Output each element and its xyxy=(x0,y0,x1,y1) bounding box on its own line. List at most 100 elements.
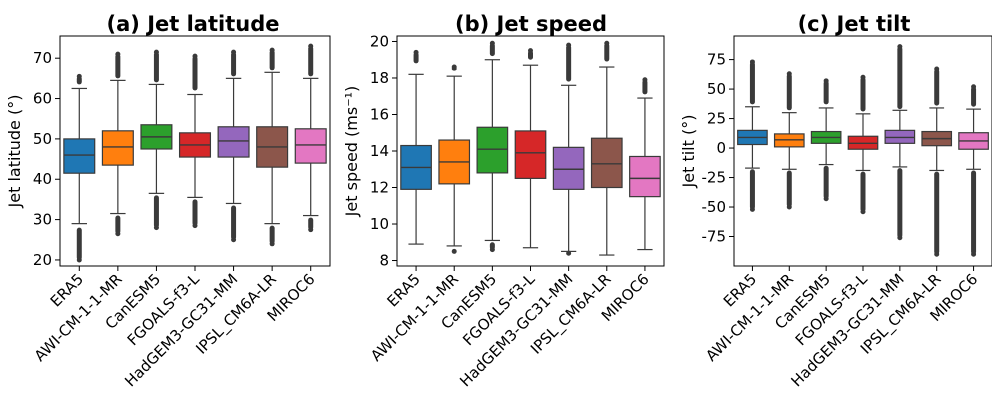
outlier-high-point xyxy=(566,42,572,48)
plot-frame xyxy=(59,35,331,267)
outlier-low-run xyxy=(231,205,237,240)
outlier-low-point xyxy=(934,251,940,257)
y-tick-label: 50 xyxy=(707,80,726,98)
iqr-box xyxy=(476,126,509,174)
outlier-low-run xyxy=(749,169,755,210)
outlier-high-run xyxy=(823,80,829,105)
outlier-high-run xyxy=(153,52,159,83)
iqr-box xyxy=(217,126,250,158)
outlier-low-run xyxy=(192,199,198,226)
box-fgoals-f3-l xyxy=(514,48,547,249)
outlier-low-point xyxy=(231,237,237,243)
box-fgoals-f3-l xyxy=(847,74,879,215)
box-hadgem3-gc31-mm xyxy=(217,49,250,243)
outlier-low-run xyxy=(115,215,121,234)
y-tick-label: 0 xyxy=(716,139,726,157)
plot-frame xyxy=(733,35,992,267)
y-tick-label: 75 xyxy=(707,51,726,69)
outlier-high-run xyxy=(308,46,314,77)
iqr-box xyxy=(590,137,623,189)
outlier-low-point xyxy=(860,209,866,215)
outlier-low-point xyxy=(823,196,829,202)
y-tick-label: 16 xyxy=(370,105,389,123)
outlier-high-run xyxy=(749,61,755,105)
outlier-high-point xyxy=(115,51,121,57)
box-hadgem3-gc31-mm xyxy=(552,42,585,256)
outlier-low-run xyxy=(823,165,829,199)
outlier-high-run xyxy=(860,77,866,112)
iqr-box xyxy=(629,155,661,198)
outlier-high-run xyxy=(566,45,572,82)
outlier-low-point xyxy=(786,204,792,210)
outlier-high-run xyxy=(115,54,121,79)
y-tick-label: 60 xyxy=(33,90,52,108)
y-tick-label: -50 xyxy=(702,198,727,216)
outlier-low-point xyxy=(115,231,121,237)
panel-title: (a) Jet latitude xyxy=(107,12,280,36)
y-tick-label: 25 xyxy=(707,110,726,128)
outlier-low-point xyxy=(749,206,755,212)
outlier-low-point xyxy=(566,250,572,256)
iqr-box xyxy=(514,130,547,179)
outlier-high-run xyxy=(642,79,648,95)
y-tick-label: 40 xyxy=(33,170,52,188)
outlier-high-run xyxy=(786,73,792,111)
panel-2: (b) Jet speed Jet speed (ms⁻¹) 8 10 12 14 16 18… xyxy=(342,12,665,390)
panel-title: (b) Jet speed xyxy=(455,12,607,36)
outlier-high-run xyxy=(934,69,940,106)
y-tick-label: 14 xyxy=(370,142,389,160)
outlier-low-run xyxy=(860,171,866,212)
outlier-high-point xyxy=(971,84,977,90)
outlier-high-point xyxy=(76,73,82,79)
outlier-high-run xyxy=(269,50,275,71)
box-fgoals-f3-l xyxy=(178,53,212,229)
outlier-low-point xyxy=(269,241,275,247)
y-axis-label: Jet speed (ms⁻¹) xyxy=(342,86,361,218)
outlier-high-point xyxy=(528,48,533,54)
box-canesm5 xyxy=(476,40,509,253)
outlier-low-point xyxy=(489,247,495,253)
iqr-box xyxy=(552,146,585,190)
outlier-low-run xyxy=(153,195,159,228)
outlier-high-point xyxy=(823,78,829,84)
outlier-high-point xyxy=(451,64,457,70)
outlier-high-point xyxy=(860,74,866,80)
iqr-box xyxy=(101,130,134,166)
box-era5 xyxy=(63,73,96,263)
outlier-low-point xyxy=(308,227,314,233)
y-tick-label: 18 xyxy=(370,69,389,87)
outlier-high-point xyxy=(786,71,792,77)
outlier-high-run xyxy=(231,52,237,77)
outlier-high-point xyxy=(897,44,903,50)
outlier-high-point xyxy=(231,49,237,55)
outlier-high-point xyxy=(192,53,198,59)
outlier-low-point xyxy=(897,235,903,241)
y-axis-label: Jet latitude (°) xyxy=(5,95,24,209)
outlier-high-run xyxy=(528,50,533,60)
outlier-high-run xyxy=(604,43,610,62)
y-tick-label: 20 xyxy=(33,251,52,269)
outlier-low-point xyxy=(192,223,198,229)
box-miroc6 xyxy=(958,84,989,257)
y-tick-label: -75 xyxy=(702,228,727,246)
plot-frame xyxy=(396,35,665,267)
box-era5 xyxy=(400,49,432,245)
panel-1: (a) Jet latitude Jet latitude (°) 20 30 40 50… xyxy=(5,12,331,390)
outlier-high-point xyxy=(604,40,610,46)
outlier-high-point xyxy=(749,59,755,65)
outlier-high-point xyxy=(153,49,159,55)
outlier-low-point xyxy=(153,225,159,231)
box-ipsl_cm6a-lr xyxy=(256,47,289,247)
outlier-low-run xyxy=(934,171,940,255)
box-miroc6 xyxy=(629,77,661,251)
outlier-low-run xyxy=(269,225,275,244)
outlier-low-run xyxy=(76,227,82,260)
outlier-low-run xyxy=(897,168,903,238)
outlier-high-point xyxy=(489,40,495,46)
outlier-high-run xyxy=(971,86,977,107)
box-awi-cm-1-1-mr xyxy=(773,71,805,210)
y-tick-label: 30 xyxy=(33,211,52,229)
iqr-box xyxy=(294,128,327,164)
outlier-low-run xyxy=(786,170,792,208)
